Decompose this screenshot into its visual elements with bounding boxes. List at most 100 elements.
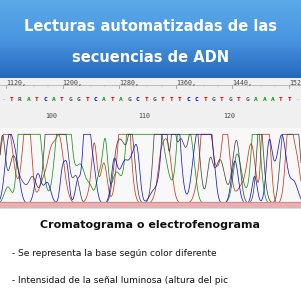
Text: -: - [2,97,5,102]
Text: A: A [52,97,55,102]
Bar [0,79,301,80]
Bar [0,12,301,13]
Bar [0,71,301,72]
Bar [0,8,301,9]
Text: T: T [144,97,148,102]
Bar [0,20,301,21]
Bar [0,24,301,25]
Bar [0,3,301,4]
Bar [0,69,301,70]
Text: - Se representa la base según color diferente: - Se representa la base según color dife… [9,249,217,258]
Bar [0,60,301,61]
Bar [0,10,301,11]
Bar [0,67,301,68]
Bar [0,18,301,19]
Text: C: C [43,97,47,102]
Bar [0,62,301,63]
Bar [0,43,301,44]
Bar [0,24,301,25]
Text: Cromatograma o electrofenograma: Cromatograma o electrofenograma [41,220,260,230]
Bar [0,47,301,48]
Bar [0,61,301,62]
Bar [0,32,301,33]
Bar [0,2,301,3]
Text: A: A [102,97,106,102]
Text: T: T [288,97,291,102]
Bar [0,44,301,45]
Text: Lecturas automatizadas de las: Lecturas automatizadas de las [24,19,277,34]
Bar [0,29,301,30]
Bar [0,59,301,60]
Bar [0,72,301,73]
Bar [0,34,301,35]
Text: T: T [279,97,283,102]
Bar [0,15,301,16]
Bar [0,65,301,66]
Text: C: C [94,97,98,102]
Text: 100: 100 [45,113,57,119]
Bar [0,30,301,31]
Bar [0,21,301,22]
Bar [0,58,301,59]
Bar [0,1,301,2]
Bar [0,78,301,79]
Bar [0,5,301,6]
Bar [0,74,301,75]
Bar [0,75,301,76]
Text: T: T [85,97,89,102]
Bar [0,46,301,47]
Text: 1280,: 1280, [119,80,139,86]
Text: C: C [136,97,140,102]
Bar [0,12,301,13]
Bar [0,13,301,14]
Text: 1520: 1520 [289,80,301,86]
Text: T: T [161,97,165,102]
Bar [0,76,301,77]
Text: 1120,: 1120, [6,80,26,86]
Bar [0,53,301,54]
Text: G: G [229,97,232,102]
Bar [0,27,301,28]
Text: A: A [119,97,123,102]
Bar [0,68,301,69]
Text: T: T [178,97,182,102]
Text: A: A [254,97,258,102]
Bar [0,17,301,18]
Bar [0,60,301,61]
Bar [0,57,301,58]
Bar [0,2,301,3]
Text: T: T [170,97,173,102]
Text: R: R [18,97,22,102]
Bar [0,55,301,56]
Text: -: - [296,97,299,102]
Bar [0,66,301,67]
Bar [0,0,301,1]
Text: - Intensidad de la señal luminosa (altura del pic: - Intensidad de la señal luminosa (altur… [9,276,228,285]
Text: 1360,: 1360, [176,80,196,86]
Bar [0,77,301,78]
Bar [0,4,301,5]
Bar [0,46,301,47]
Text: G: G [212,97,216,102]
Bar [0,66,301,67]
Bar [0,19,301,20]
Bar [0,9,301,10]
Bar [0,62,301,63]
Bar [0,18,301,19]
Bar [0,38,301,39]
Text: C: C [195,97,199,102]
Bar [0,41,301,42]
Bar [0,44,301,45]
Bar [0,42,301,43]
Bar [0,34,301,35]
Text: 1440,: 1440, [232,80,252,86]
Bar [0,50,301,51]
Bar [0,40,301,41]
Bar [0,52,301,53]
Bar [0,50,301,51]
Bar [0,23,301,24]
Bar [0,8,301,9]
Bar [0,48,301,49]
Text: 120: 120 [223,113,235,119]
Bar [0,25,301,26]
